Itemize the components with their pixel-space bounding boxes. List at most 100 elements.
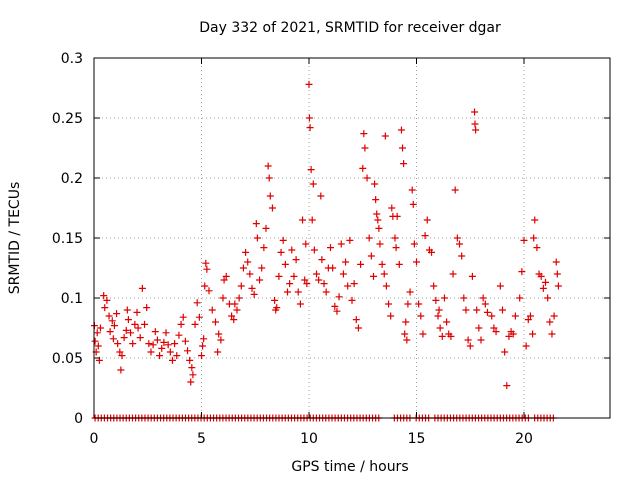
data-point: [149, 341, 157, 349]
data-point: [438, 332, 446, 340]
data-point: [348, 296, 356, 304]
data-point: [322, 288, 330, 296]
data-point: [553, 270, 561, 278]
data-point: [106, 328, 114, 336]
data-point: [371, 180, 379, 188]
data-point: [342, 258, 350, 266]
data-point: [290, 272, 298, 280]
data-point: [203, 265, 211, 273]
data-point: [335, 293, 343, 301]
data-point: [301, 276, 309, 284]
data-point: [305, 80, 313, 88]
data-point: [391, 234, 399, 242]
data-point: [440, 294, 448, 302]
data-point: [453, 234, 461, 242]
data-point: [400, 160, 408, 168]
data-point: [382, 282, 390, 290]
data-point: [189, 371, 197, 379]
data-point: [198, 352, 205, 360]
data-point: [417, 312, 425, 320]
data-point: [337, 240, 345, 248]
data-point: [188, 364, 196, 372]
data-point: [220, 276, 228, 284]
y-tick-labels: 0 0.05 0.1 0.15 0.2 0.25 0.3: [52, 51, 83, 427]
data-point: [524, 316, 532, 324]
data-point: [408, 186, 416, 194]
data-point: [387, 312, 395, 320]
data-point: [392, 244, 400, 252]
data-point: [423, 216, 431, 224]
data-point: [550, 312, 558, 320]
data-point: [458, 252, 466, 260]
data-point: [436, 324, 444, 332]
data-point: [373, 210, 381, 218]
data-point: [299, 216, 307, 224]
data-point: [501, 348, 509, 356]
data-point: [331, 302, 339, 310]
data-point: [344, 282, 352, 290]
data-point: [409, 200, 417, 208]
data-point: [118, 352, 126, 360]
data-point: [141, 320, 149, 328]
data-point: [471, 108, 479, 116]
data-point: [231, 300, 239, 308]
data-point: [214, 348, 222, 356]
data-point: [413, 258, 420, 266]
data-point: [443, 318, 451, 326]
data-point: [339, 270, 347, 278]
data-point: [462, 306, 470, 314]
data-point: [171, 340, 179, 348]
data-point: [466, 342, 474, 350]
data-point: [138, 284, 146, 292]
data-point: [120, 334, 128, 342]
data-point: [273, 304, 281, 312]
data-point: [239, 264, 247, 272]
data-point: [315, 276, 323, 284]
data-point: [421, 232, 429, 240]
data-point: [281, 260, 289, 268]
data-point: [381, 132, 389, 140]
data-point: [162, 329, 170, 337]
data-points: [90, 80, 562, 422]
data-point: [129, 340, 137, 348]
data-point: [101, 304, 109, 312]
data-point: [346, 236, 354, 244]
data-point: [370, 272, 377, 280]
data-point: [179, 313, 187, 321]
data-point: [201, 282, 209, 290]
y-tick-label: 0.1: [61, 291, 83, 307]
data-point: [397, 126, 405, 134]
data-point: [113, 310, 121, 318]
data-point: [100, 292, 108, 300]
data-point: [127, 329, 135, 337]
data-point: [151, 328, 159, 336]
data-point: [94, 342, 102, 350]
data-point: [309, 180, 317, 188]
data-point: [258, 264, 266, 272]
data-point: [124, 316, 132, 324]
y-tick-label: 0.3: [61, 51, 83, 67]
data-point: [208, 306, 216, 314]
data-point: [237, 282, 245, 290]
data-point: [158, 344, 166, 352]
data-point: [215, 330, 223, 338]
data-point: [477, 336, 485, 344]
data-point: [492, 328, 500, 336]
y-tick-label: 0: [74, 411, 83, 427]
data-point: [385, 300, 393, 308]
y-tick-label: 0.15: [52, 231, 83, 247]
data-point: [546, 318, 554, 326]
data-point: [110, 322, 118, 330]
data-point: [357, 260, 365, 268]
data-point: [195, 313, 203, 321]
x-tick-label: 5: [197, 431, 206, 447]
y-tick-label: 0.05: [52, 351, 83, 367]
data-point: [432, 296, 440, 304]
data-point: [552, 258, 560, 266]
data-point: [156, 352, 164, 360]
data-point: [375, 224, 383, 232]
data-point: [286, 280, 294, 288]
data-point: [380, 270, 388, 278]
data-point: [365, 234, 373, 242]
